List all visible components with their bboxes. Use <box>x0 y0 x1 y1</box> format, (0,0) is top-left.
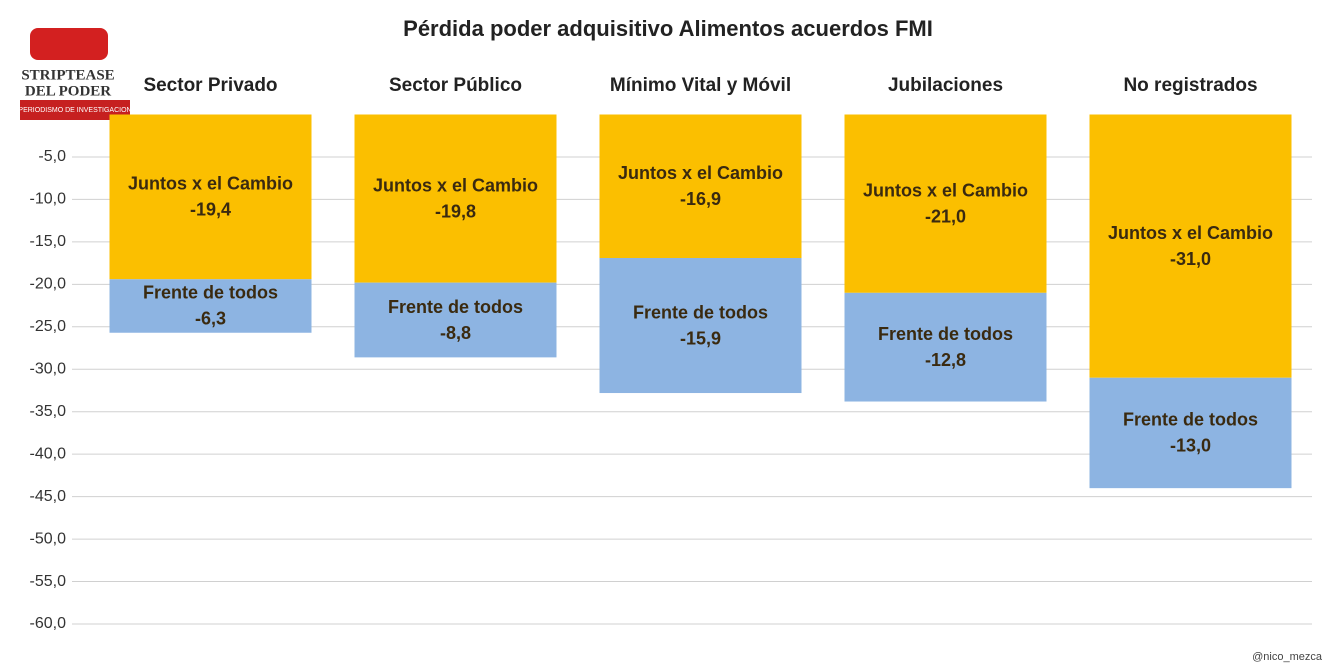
y-tick-label: -55,0 <box>30 573 67 590</box>
category-label: Mínimo Vital y Móvil <box>610 75 791 96</box>
category-label: Sector Privado <box>143 75 277 96</box>
data-label: -16,9 <box>680 189 721 209</box>
bar-segment <box>844 114 1047 293</box>
data-label: -8,8 <box>440 323 471 343</box>
logo-sub: PERIODISMO DE INVESTIGACION <box>18 107 131 114</box>
segment-series-label: Frente de todos <box>143 283 278 303</box>
y-tick-label: -45,0 <box>30 488 67 505</box>
bar-segment <box>354 114 557 283</box>
category-label: No registrados <box>1123 75 1257 96</box>
category-label: Sector Público <box>389 75 522 96</box>
data-label: -31,0 <box>1170 249 1211 269</box>
bar-segment <box>844 292 1047 402</box>
bar-segment <box>599 258 802 394</box>
segment-series-label: Frente de todos <box>388 297 523 317</box>
chart-title: Pérdida poder adquisitivo Alimentos acue… <box>403 16 933 41</box>
segment-series-label: Frente de todos <box>878 324 1013 344</box>
logo-text: STRIPTEASE <box>21 67 114 83</box>
data-label: -13,0 <box>1170 436 1211 456</box>
segment-series-label: Juntos x el Cambio <box>1108 223 1273 243</box>
y-tick-label: -35,0 <box>30 403 67 420</box>
segment-series-label: Frente de todos <box>633 302 768 322</box>
bar-segment <box>1089 377 1292 489</box>
segment-series-label: Frente de todos <box>1123 410 1258 430</box>
data-label: -12,8 <box>925 350 966 370</box>
y-tick-label: -5,0 <box>38 148 66 165</box>
segment-series-label: Juntos x el Cambio <box>618 163 783 183</box>
logo-icon <box>30 28 108 60</box>
bar-segment <box>599 114 802 259</box>
data-label: -6,3 <box>195 309 226 329</box>
y-tick-label: -40,0 <box>30 445 67 462</box>
data-label: -15,9 <box>680 328 721 348</box>
bar-segment <box>1089 114 1292 378</box>
segment-series-label: Juntos x el Cambio <box>128 174 293 194</box>
logo-text: DEL PODER <box>25 83 111 99</box>
y-tick-label: -10,0 <box>30 191 67 208</box>
bar-segment <box>354 282 557 358</box>
credit: @nico_mezca <box>1252 651 1323 663</box>
category-label: Jubilaciones <box>888 75 1003 96</box>
y-tick-label: -15,0 <box>30 233 67 250</box>
y-tick-label: -25,0 <box>30 318 67 335</box>
logo: STRIPTEASE DEL PODER PERIODISMO DE INVES… <box>18 28 132 120</box>
bar-segment <box>109 114 312 280</box>
y-tick-label: -50,0 <box>30 530 67 547</box>
y-tick-label: -60,0 <box>30 615 67 632</box>
data-label: -19,4 <box>190 200 231 220</box>
bar-segment <box>109 279 312 333</box>
segment-series-label: Juntos x el Cambio <box>863 180 1028 200</box>
data-label: -21,0 <box>925 206 966 226</box>
data-label: -19,8 <box>435 201 476 221</box>
logo-band <box>20 100 130 120</box>
y-tick-label: -30,0 <box>30 360 67 377</box>
segment-series-label: Juntos x el Cambio <box>373 175 538 195</box>
y-tick-label: -20,0 <box>30 276 67 293</box>
